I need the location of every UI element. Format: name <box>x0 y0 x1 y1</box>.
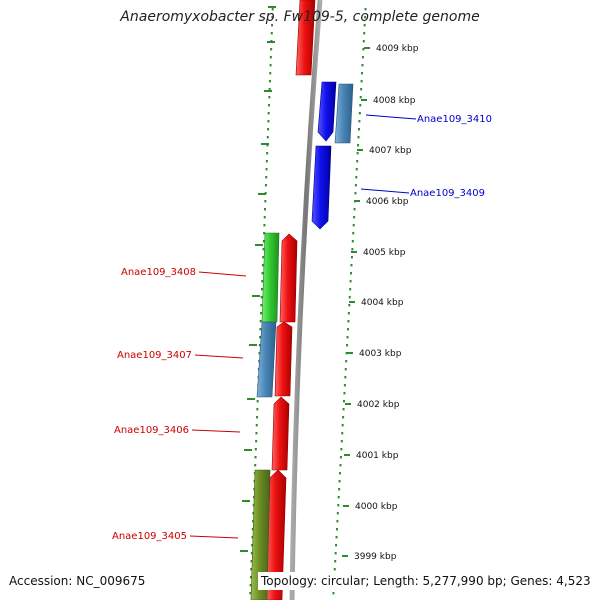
inner-ruler-dash <box>258 193 266 195</box>
topology-text: Topology: circular; Length: 5,277,990 bp… <box>258 572 594 590</box>
inner-ruler-dash <box>242 500 250 502</box>
inner-ruler-dash <box>255 244 263 246</box>
inner-ruler-dash <box>264 90 272 92</box>
kbp-major-tick <box>354 200 360 202</box>
locus-leader-line <box>189 535 239 539</box>
kbp-major-tick <box>361 99 367 101</box>
locus-label: Anae109_3407 <box>117 350 192 361</box>
gene-block-olive <box>250 469 271 600</box>
inner-ruler-dash <box>249 344 257 346</box>
gene-arrow-steel <box>334 83 354 144</box>
gene-arrow-anae109-3408-red <box>279 233 298 323</box>
gene-block-steel <box>256 321 277 398</box>
inner-ruler-dash <box>261 143 269 145</box>
kbp-tick-label: 4002 kbp <box>357 400 400 410</box>
locus-leader-line <box>365 114 417 120</box>
kbp-tick-label: 4007 kbp <box>369 146 412 156</box>
kbp-tick-label: 4008 kbp <box>373 96 416 106</box>
gene-arrow-anae109-3406 <box>271 396 290 471</box>
kbp-tick-label: 4000 kbp <box>355 502 398 512</box>
kbp-major-tick <box>349 301 355 303</box>
kbp-major-tick <box>364 47 370 49</box>
gene-arrow-anae109-3407-red <box>274 321 293 397</box>
gene-arrow-anae109-3405-red <box>265 469 287 600</box>
locus-label: Anae109_3409 <box>410 188 485 199</box>
gene-features <box>250 0 354 600</box>
inner-ruler-dash <box>247 398 255 400</box>
kbp-tick-label: 4005 kbp <box>363 248 406 258</box>
kbp-tick-label: 4001 kbp <box>356 451 399 461</box>
kbp-tick-label: 3999 kbp <box>354 552 397 562</box>
kbp-tick-label: 4009 kbp <box>376 44 419 54</box>
inner-ruler-dots <box>249 8 274 595</box>
accession-text: Accession: NC_009675 <box>6 572 149 590</box>
kbp-tick-label: 4004 kbp <box>361 298 404 308</box>
ruler-dots <box>240 6 367 595</box>
locus-label: Anae109_3406 <box>114 425 189 436</box>
gene-arrow-anae109-3409 <box>311 145 332 230</box>
locus-leader-line <box>360 188 410 194</box>
locus-leader-line <box>194 354 244 359</box>
kbp-tick-label: 4006 kbp <box>366 197 409 207</box>
kbp-major-tick <box>347 352 353 354</box>
gene-arrow-anae109-3410 <box>317 81 337 142</box>
inner-ruler-dash <box>240 550 248 552</box>
locus-label: Anae109_3410 <box>417 114 492 125</box>
outer-ruler-dots <box>332 8 367 595</box>
kbp-major-tick <box>343 505 349 507</box>
kbp-major-tick <box>357 149 363 151</box>
label-leaders <box>189 114 417 539</box>
kbp-major-tick <box>344 454 350 456</box>
locus-labels: Anae109_3410 Anae109_3409 Anae109_3408 Anae… <box>112 114 492 542</box>
inner-ruler-dash <box>252 295 260 297</box>
locus-label: Anae109_3408 <box>121 267 196 278</box>
kbp-tick-label: 4003 kbp <box>359 349 402 359</box>
locus-label: Anae109_3405 <box>112 531 187 542</box>
locus-leader-line <box>198 271 247 277</box>
kbp-major-tick <box>351 251 357 253</box>
kbp-major-tick <box>342 555 348 557</box>
map-title: Anaeromyxobacter sp. Fw109-5, complete g… <box>120 9 480 25</box>
kbp-major-tick <box>345 403 351 405</box>
inner-ruler-dash <box>268 6 276 8</box>
locus-leader-line <box>191 429 241 433</box>
gene-arrow-red <box>295 0 316 76</box>
inner-ruler-dash <box>244 449 252 451</box>
kbp-scale: 4009 kbp 4008 kbp 4007 kbp 4006 kbp 4005 kbp… <box>342 44 419 562</box>
inner-ruler-dash <box>267 41 275 43</box>
gene-block-green <box>261 232 280 323</box>
genome-backbone <box>289 0 323 600</box>
